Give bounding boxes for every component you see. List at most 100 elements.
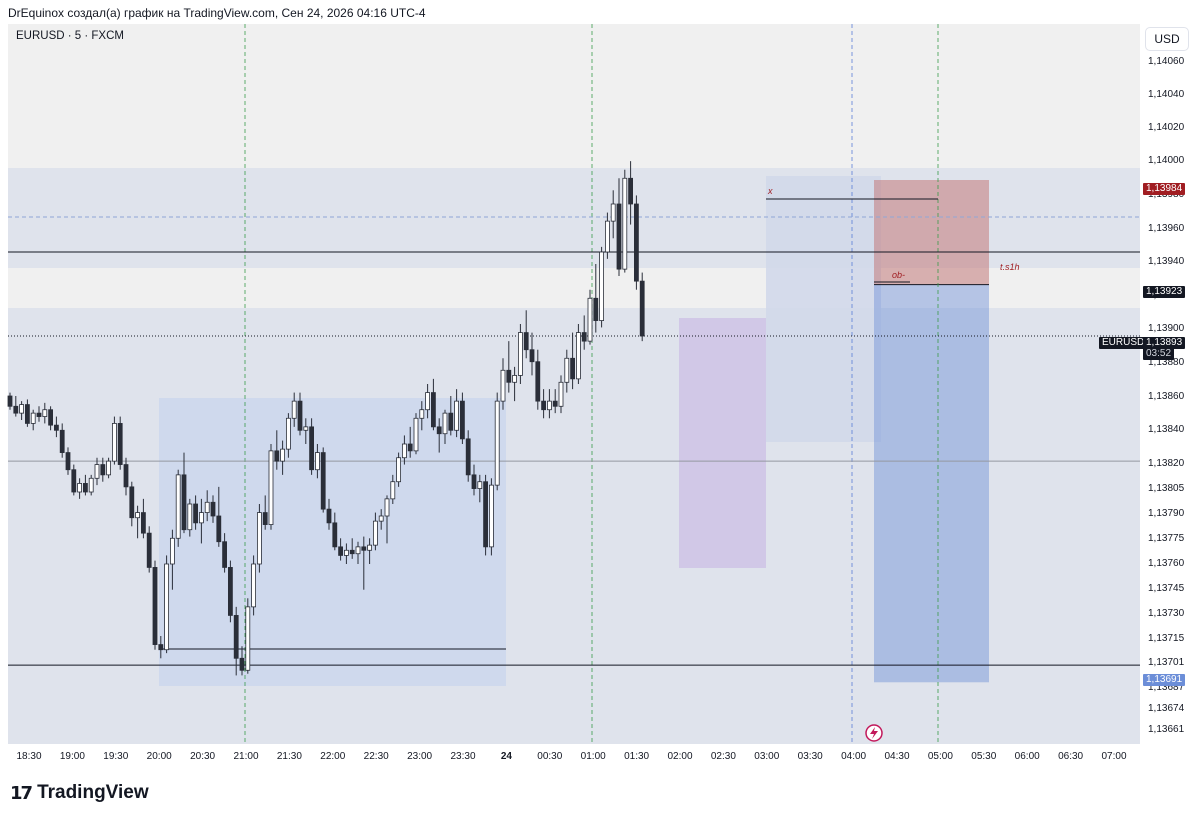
candle-body[interactable] (570, 357, 575, 380)
candle-body[interactable] (233, 615, 239, 659)
candle-body[interactable] (605, 220, 610, 253)
candle-body[interactable] (36, 412, 42, 417)
candle-body[interactable] (146, 532, 152, 568)
candle-body[interactable] (140, 512, 146, 534)
candle-body[interactable] (198, 512, 204, 524)
candle-body[interactable] (343, 549, 349, 556)
candle-body[interactable] (216, 515, 222, 543)
candle-body[interactable] (401, 443, 407, 459)
candle-body[interactable] (42, 409, 48, 417)
tradingview-logo[interactable]: 17 TradingView (10, 782, 149, 804)
candle-body[interactable] (552, 400, 558, 407)
stop-loss-zone[interactable] (874, 180, 989, 285)
candle-body[interactable] (326, 508, 332, 524)
candle-body[interactable] (193, 503, 199, 524)
candle-body[interactable] (227, 567, 233, 616)
candle-body[interactable] (425, 392, 431, 411)
candle-body[interactable] (280, 448, 286, 462)
candle-body[interactable] (106, 460, 111, 476)
candle-body[interactable] (367, 544, 373, 551)
candle-body[interactable] (471, 474, 477, 489)
candle-body[interactable] (535, 361, 541, 402)
candle-body[interactable] (135, 512, 141, 519)
candle-body[interactable] (117, 423, 123, 465)
candle-body[interactable] (465, 438, 471, 476)
candle-body[interactable] (616, 203, 622, 270)
candle-body[interactable] (19, 404, 25, 414)
candle-body[interactable] (24, 404, 30, 424)
candle-body[interactable] (378, 515, 384, 522)
candle-body[interactable] (610, 203, 616, 222)
candle-body[interactable] (581, 332, 587, 342)
candle-body[interactable] (518, 332, 523, 376)
candle-body[interactable] (361, 546, 367, 551)
candle-body[interactable] (291, 400, 297, 419)
candle-body[interactable] (303, 426, 309, 431)
candle-body[interactable] (488, 484, 494, 548)
candle-body[interactable] (448, 412, 454, 431)
candle-body[interactable] (599, 251, 604, 321)
candle-body[interactable] (83, 483, 88, 493)
candle-body[interactable] (628, 177, 633, 205)
candle-body[interactable] (338, 546, 344, 556)
candle-body[interactable] (297, 400, 303, 431)
candle-body[interactable] (506, 369, 512, 383)
candle-body[interactable] (419, 409, 425, 419)
candle-body[interactable] (123, 464, 129, 488)
candle-body[interactable] (634, 203, 639, 282)
candle-body[interactable] (541, 400, 546, 411)
candle-body[interactable] (30, 412, 36, 424)
candle-body[interactable] (77, 483, 82, 493)
take-profit-zone[interactable] (874, 284, 989, 683)
candle-body[interactable] (309, 426, 315, 471)
candle-body[interactable] (239, 657, 245, 671)
candle-body[interactable] (587, 297, 593, 342)
candle-body[interactable] (54, 424, 59, 431)
candle-body[interactable] (523, 332, 529, 351)
candle-body[interactable] (372, 520, 378, 546)
candle-body[interactable] (442, 412, 448, 435)
candle-body[interactable] (355, 546, 361, 555)
candle-body[interactable] (314, 452, 320, 471)
candle-body[interactable] (268, 450, 274, 525)
currency-button[interactable]: USD (1145, 27, 1189, 51)
purple-box[interactable] (679, 318, 766, 568)
candle-body[interactable] (436, 426, 442, 435)
candle-body[interactable] (204, 501, 210, 513)
candle-body[interactable] (158, 644, 164, 651)
candle-body[interactable] (477, 481, 483, 489)
candle-body[interactable] (384, 498, 390, 517)
candle-body[interactable] (169, 537, 175, 565)
candle-body[interactable] (48, 409, 53, 426)
symbol-label[interactable]: EURUSD · 5 · FXCM (16, 30, 124, 42)
candle-body[interactable] (483, 481, 489, 548)
candle-body[interactable] (407, 443, 413, 452)
candle-body[interactable] (396, 457, 402, 483)
candle-body[interactable] (593, 297, 599, 321)
candle-body[interactable] (210, 501, 216, 517)
candle-body[interactable] (94, 464, 100, 479)
candle-body[interactable] (529, 349, 535, 363)
candle-body[interactable] (112, 423, 117, 462)
candle-body[interactable] (459, 400, 465, 440)
candle-body[interactable] (500, 369, 506, 402)
candle-body[interactable] (454, 400, 460, 431)
candle-body[interactable] (65, 452, 71, 471)
candle-body[interactable] (576, 332, 581, 380)
candle-body[interactable] (164, 563, 170, 651)
candle-body[interactable] (430, 392, 436, 428)
candle-body[interactable] (256, 512, 262, 565)
candle-body[interactable] (152, 567, 158, 645)
candle-body[interactable] (181, 474, 187, 531)
candle-body[interactable] (332, 522, 338, 548)
candle-body[interactable] (564, 357, 570, 383)
candle-body[interactable] (59, 429, 65, 453)
candle-body[interactable] (262, 512, 268, 525)
candle-body[interactable] (390, 481, 396, 500)
candle-body[interactable] (245, 606, 251, 671)
candle-body[interactable] (175, 474, 181, 539)
candle-body[interactable] (251, 563, 257, 608)
candle-body[interactable] (413, 417, 419, 452)
candle-body[interactable] (187, 503, 193, 531)
